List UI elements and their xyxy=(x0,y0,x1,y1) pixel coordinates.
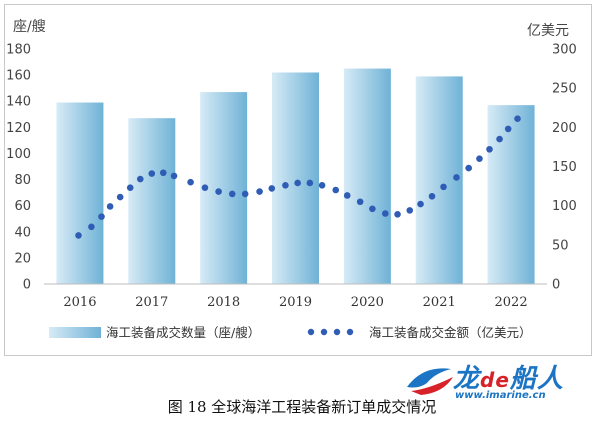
amount-point xyxy=(98,213,105,220)
left-tick-label: 40 xyxy=(14,225,31,240)
amount-point xyxy=(256,188,263,195)
x-tick-label: 2019 xyxy=(279,295,312,310)
x-tick-label: 2022 xyxy=(495,295,528,310)
logo-word-2: de xyxy=(480,368,510,392)
amount-point xyxy=(318,182,326,189)
x-tick-label: 2020 xyxy=(351,295,384,310)
amount-point xyxy=(476,155,483,162)
left-tick-label: 20 xyxy=(14,251,31,266)
right-axis-label: 亿美元 xyxy=(527,23,569,39)
amount-point xyxy=(406,207,414,214)
figure-caption: 图 18 全球海洋工程装备新订单成交情况 xyxy=(167,398,437,416)
amount-point xyxy=(453,174,460,181)
left-tick-label: 100 xyxy=(6,147,31,162)
legend-line-swatch-dot xyxy=(333,328,341,336)
left-tick-label: 180 xyxy=(6,43,31,58)
x-tick-label: 2018 xyxy=(207,295,240,310)
amount-point xyxy=(440,183,447,191)
amount-point xyxy=(106,203,114,210)
right-tick-label: 300 xyxy=(552,43,577,58)
legend-bar-label: 海工装备成交数量（座/艘） xyxy=(106,325,260,340)
left-tick-label: 80 xyxy=(14,173,31,188)
logo-word-3: 船人 xyxy=(509,364,564,394)
left-tick-label: 160 xyxy=(6,69,31,84)
amount-point xyxy=(159,169,167,177)
logo-url: www.imarine.cn xyxy=(455,390,546,401)
right-tick-label: 200 xyxy=(552,121,577,136)
brand-logo: 龙de船人 www.imarine.cn xyxy=(405,357,597,407)
bar-2016 xyxy=(56,102,104,285)
amount-point xyxy=(170,172,178,180)
right-tick-label: 150 xyxy=(552,160,577,175)
amount-point xyxy=(75,232,82,239)
legend-line-swatch-dot xyxy=(307,328,315,336)
amount-point xyxy=(428,192,436,200)
amount-point xyxy=(148,170,156,177)
legend-bar-swatch xyxy=(49,327,101,338)
amount-point xyxy=(136,175,144,183)
x-tick-label: 2021 xyxy=(423,295,456,310)
right-tick-label: 250 xyxy=(552,82,577,97)
amount-point xyxy=(394,210,401,218)
bar-2017 xyxy=(128,118,176,284)
amount-point xyxy=(116,193,124,201)
left-tick-label: 60 xyxy=(14,199,31,214)
logo-word-1: 龙 xyxy=(453,364,481,394)
amount-point xyxy=(306,179,314,187)
amount-point xyxy=(282,182,289,189)
amount-point xyxy=(268,185,276,192)
amount-point xyxy=(356,198,364,206)
legend-line-swatch-dot xyxy=(320,328,328,336)
legend: 海工装备成交数量（座/艘） 海工装备成交金额（亿美元） xyxy=(49,325,532,340)
amount-point xyxy=(332,186,340,194)
amount-point xyxy=(215,188,222,195)
right-tick-label: 100 xyxy=(552,199,577,214)
bar-2019 xyxy=(272,72,319,284)
amount-point xyxy=(496,135,503,143)
left-axis-label: 座/艘 xyxy=(13,19,46,35)
ship-logo-icon xyxy=(407,368,453,395)
amount-point xyxy=(369,205,376,213)
x-tick-label: 2017 xyxy=(135,295,168,310)
amount-point xyxy=(294,179,301,187)
amount-point xyxy=(228,190,236,198)
amount-point xyxy=(201,184,209,191)
legend-line-swatch-dot xyxy=(346,328,354,336)
amount-point xyxy=(343,192,351,199)
right-tick-label: 0 xyxy=(552,278,560,293)
bar-2020 xyxy=(343,68,391,284)
right-tick-label: 50 xyxy=(552,238,569,253)
amount-point xyxy=(382,210,389,217)
left-tick-label: 0 xyxy=(23,278,31,293)
bar-2022 xyxy=(487,105,535,284)
amount-point xyxy=(417,200,424,208)
left-tick-label: 140 xyxy=(6,95,31,110)
amount-point xyxy=(88,223,95,231)
amount-point xyxy=(126,184,134,191)
x-tick-label: 2016 xyxy=(63,295,96,310)
amount-point xyxy=(504,125,512,133)
amount-point xyxy=(187,178,194,186)
amount-point xyxy=(241,190,249,198)
amount-point xyxy=(465,164,472,172)
logo-wordmark: 龙de船人 xyxy=(453,358,564,395)
legend-line-label: 海工装备成交金额（亿美元） xyxy=(369,325,532,340)
left-tick-label: 120 xyxy=(6,121,31,136)
chart: 0 20 40 60 80 100 120 140 160 180 0 50 100 150 200 250… xyxy=(6,19,577,340)
amount-point xyxy=(514,115,521,123)
amount-point xyxy=(486,145,493,153)
